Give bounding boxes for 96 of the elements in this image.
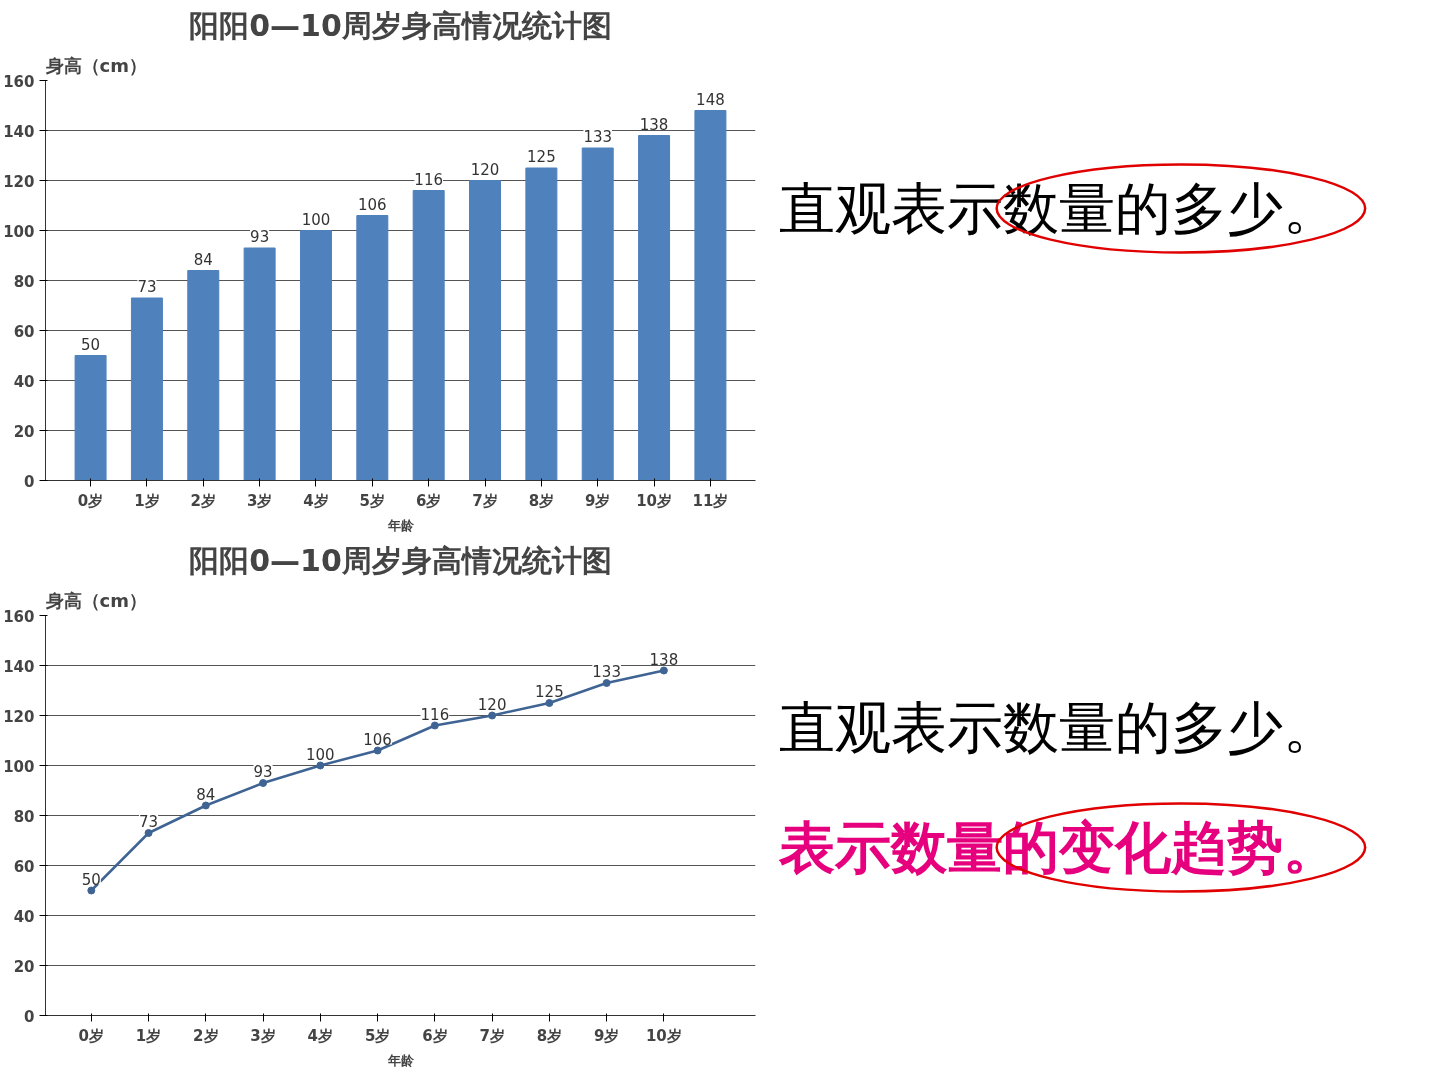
data-label: 120 bbox=[470, 160, 500, 179]
x-tick-label: 8岁 bbox=[536, 1026, 563, 1045]
data-label: 73 bbox=[139, 813, 159, 831]
data-label: 106 bbox=[363, 730, 392, 749]
point bbox=[259, 779, 268, 787]
y-tick-label: 20 bbox=[13, 422, 35, 441]
data-label: 50 bbox=[81, 870, 101, 889]
point bbox=[545, 699, 554, 707]
text: 直观表示数量的多少。 bbox=[778, 176, 1339, 241]
data-label: 133 bbox=[592, 663, 621, 681]
data-label: 106 bbox=[358, 195, 387, 214]
data-label: 93 bbox=[250, 228, 270, 246]
bar bbox=[469, 180, 502, 481]
point bbox=[488, 711, 497, 720]
data-label: 148 bbox=[696, 90, 725, 109]
data-label: 100 bbox=[306, 745, 335, 764]
x-tick-label: 6岁 bbox=[415, 491, 442, 510]
bar bbox=[187, 270, 220, 481]
x-tick-label: 10岁 bbox=[645, 1026, 682, 1045]
x-tick-label: 11岁 bbox=[692, 491, 729, 510]
x-tick-label: 0岁 bbox=[77, 491, 104, 510]
data-label: 138 bbox=[639, 115, 669, 134]
x-tick-label: 6岁 bbox=[422, 1026, 448, 1045]
y-tick-label: 60 bbox=[13, 857, 35, 876]
data-label: 73 bbox=[137, 278, 157, 296]
y-tick-label: 100 bbox=[3, 757, 35, 776]
point bbox=[659, 666, 668, 675]
y-axis-title: 身高（cm） bbox=[44, 54, 147, 76]
chart-title: 阳阳0—10周岁身高情况统计图 bbox=[189, 542, 612, 578]
x-tick-label: 1岁 bbox=[135, 1026, 162, 1045]
x-tick-label: 4岁 bbox=[307, 1026, 334, 1045]
x-tick-label: 4岁 bbox=[303, 491, 329, 510]
bar bbox=[299, 230, 332, 481]
y-tick-label: 80 bbox=[13, 272, 35, 291]
x-tick-label: 8岁 bbox=[528, 491, 555, 510]
x-tick-label: 5岁 bbox=[359, 491, 386, 510]
y-tick-label: 140 bbox=[3, 657, 35, 676]
data-label: 138 bbox=[649, 650, 679, 669]
point bbox=[373, 746, 382, 755]
point bbox=[316, 761, 325, 770]
y-tick-label: 100 bbox=[3, 222, 35, 241]
text: 直观表示数量的多少。 bbox=[778, 695, 1339, 760]
point bbox=[87, 886, 96, 895]
bar bbox=[130, 297, 163, 481]
data-label: 84 bbox=[193, 250, 213, 269]
y-tick-label: 80 bbox=[13, 807, 35, 826]
data-label: 116 bbox=[420, 705, 450, 724]
x-tick-label: 3岁 bbox=[250, 1026, 276, 1045]
y-tick-label: 20 bbox=[13, 957, 35, 976]
bar bbox=[581, 147, 614, 481]
y-tick-label: 60 bbox=[13, 322, 35, 341]
data-label: 100 bbox=[301, 210, 331, 229]
x-tick-label: 7岁 bbox=[479, 1026, 505, 1045]
point bbox=[430, 721, 439, 730]
y-tick-label: 40 bbox=[13, 907, 35, 926]
bar bbox=[412, 190, 445, 481]
data-label: 125 bbox=[535, 683, 564, 701]
bar bbox=[74, 355, 107, 481]
data-label: 84 bbox=[196, 785, 216, 804]
y-tick-label: 0 bbox=[24, 1007, 35, 1026]
x-tick-label: 2岁 bbox=[193, 1026, 219, 1045]
data-label: 93 bbox=[253, 763, 273, 781]
x-tick-label: 7岁 bbox=[472, 491, 498, 510]
x-axis-title: 年龄 bbox=[386, 517, 415, 533]
data-label: 125 bbox=[527, 148, 556, 166]
y-tick-label: 120 bbox=[3, 172, 35, 191]
data-label: 50 bbox=[81, 335, 101, 354]
x-axis-title: 年龄 bbox=[386, 1052, 415, 1068]
bar bbox=[525, 167, 558, 481]
x-tick-label: 9岁 bbox=[593, 1026, 620, 1045]
x-tick-label: 0岁 bbox=[78, 1026, 105, 1045]
bar bbox=[356, 215, 389, 481]
y-tick-label: 40 bbox=[13, 372, 35, 391]
point bbox=[201, 801, 210, 810]
x-tick-label: 2岁 bbox=[190, 491, 216, 510]
y-tick-label: 160 bbox=[3, 72, 35, 91]
x-tick-label: 9岁 bbox=[585, 491, 611, 510]
x-tick-label: 5岁 bbox=[364, 1026, 391, 1045]
y-tick-label: 0 bbox=[24, 472, 35, 491]
point bbox=[144, 829, 153, 837]
y-tick-label: 120 bbox=[3, 707, 35, 726]
data-label: 116 bbox=[414, 170, 443, 189]
y-tick-label: 160 bbox=[3, 607, 35, 626]
text: 表示数量的变化趋势。 bbox=[777, 815, 1339, 880]
point bbox=[602, 679, 611, 687]
y-tick-label: 140 bbox=[3, 122, 35, 141]
x-tick-label: 10岁 bbox=[636, 491, 673, 510]
x-tick-label: 3岁 bbox=[246, 491, 273, 510]
data-label: 120 bbox=[477, 695, 507, 714]
bar bbox=[694, 110, 727, 481]
data-label: 133 bbox=[583, 128, 613, 146]
bar bbox=[638, 135, 671, 481]
chart-title: 阳阳0—10周岁身高情况统计图 bbox=[189, 7, 612, 43]
bar bbox=[243, 247, 276, 481]
y-axis-title: 身高（cm） bbox=[44, 589, 147, 611]
x-tick-label: 1岁 bbox=[134, 491, 160, 510]
